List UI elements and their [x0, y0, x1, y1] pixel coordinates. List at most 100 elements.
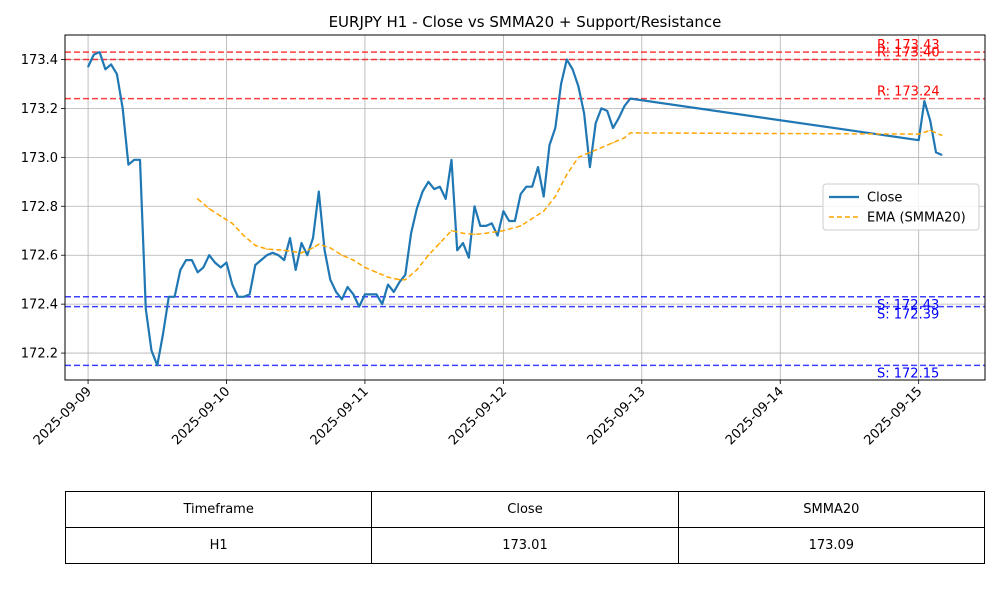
smma20-point: [623, 137, 626, 139]
close-point: [917, 139, 920, 141]
close-point: [566, 58, 568, 61]
header-close: Close: [371, 491, 679, 528]
close-point: [168, 296, 170, 298]
close-point: [289, 237, 291, 239]
smma20-point: [542, 210, 545, 212]
close-point: [231, 283, 234, 286]
close-point: [606, 110, 608, 112]
header-smma20: SMMA20: [677, 491, 986, 528]
y-tick-label: 172.8: [21, 200, 58, 215]
close-point: [514, 220, 516, 222]
close-point: [404, 274, 407, 276]
close-point: [266, 254, 268, 256]
x-tick-label: 2025-09-10: [169, 384, 233, 448]
close-point: [156, 364, 159, 367]
smma20-point: [629, 132, 632, 134]
close-point: [577, 85, 580, 88]
smma20-line: [197, 129, 942, 281]
smma20-point: [312, 247, 314, 249]
close-point: [300, 242, 303, 244]
smma20-point: [485, 232, 487, 234]
close-point: [600, 107, 603, 110]
smma20-point: [502, 229, 505, 232]
close-point: [612, 127, 614, 129]
close-point: [439, 185, 441, 188]
smma20-point: [566, 173, 568, 176]
close-point: [243, 296, 245, 298]
close-point: [162, 332, 164, 335]
close-point: [323, 249, 326, 252]
close-point: [335, 291, 337, 293]
y-tick-label: 172.2: [21, 347, 58, 362]
chart: R: 173.43R: 173.40R: 173.24S: 172.43S: 1…: [21, 13, 986, 448]
close-point: [312, 237, 314, 239]
smma20-point: [243, 234, 245, 237]
close-point: [358, 305, 361, 308]
close-point: [173, 296, 176, 298]
series-close: [87, 51, 943, 367]
close-point: [93, 53, 95, 56]
x-tick-label: 2025-09-12: [446, 384, 510, 448]
smma20-point: [577, 156, 580, 159]
close-point: [375, 293, 378, 296]
close-point: [369, 293, 372, 296]
close-point: [617, 117, 620, 119]
close-point: [542, 195, 545, 198]
close-point: [427, 181, 430, 183]
smma20-point: [427, 254, 430, 256]
x-tick-label: 2025-09-11: [308, 384, 372, 448]
close-point: [98, 51, 101, 53]
close-point: [346, 286, 349, 288]
close-point: [329, 278, 332, 281]
y-tick-label: 173.4: [21, 53, 58, 68]
smma20-point: [450, 229, 453, 232]
smma20-point: [600, 146, 603, 149]
close-point: [416, 207, 418, 210]
close-point: [923, 100, 926, 102]
smma20-point: [554, 195, 557, 198]
close-point: [594, 122, 597, 124]
smma20-point: [300, 252, 303, 254]
close-point: [116, 73, 118, 75]
legend-smma-label: EMA (SMMA20): [867, 211, 966, 226]
close-point: [508, 220, 510, 222]
close-point: [433, 188, 436, 190]
close-point: [145, 308, 147, 310]
close-point: [381, 303, 384, 305]
smma20-point: [531, 217, 533, 220]
close-point: [208, 254, 210, 256]
legend-frame: [822, 183, 980, 231]
smma20-point: [462, 232, 464, 234]
y-tick-label: 173.2: [21, 102, 58, 117]
smma20-point: [387, 276, 389, 279]
close-point: [468, 256, 470, 259]
smma20-point: [439, 242, 441, 244]
smma20-point: [318, 243, 320, 245]
x-tick-label: 2025-09-15: [861, 384, 925, 448]
close-point: [393, 291, 395, 293]
smma20-point: [404, 278, 407, 281]
resistance-label: R: 173.24: [877, 85, 940, 100]
close-point: [571, 68, 574, 71]
close-point: [127, 163, 130, 166]
close-point: [277, 254, 280, 256]
close-point: [121, 107, 124, 110]
y-tick-label: 172.4: [21, 298, 58, 313]
y-tick-label: 172.6: [21, 249, 58, 264]
close-point: [491, 222, 493, 225]
close-point: [110, 63, 112, 66]
close-line: [87, 51, 943, 367]
close-point: [410, 232, 412, 234]
close-point: [104, 68, 107, 71]
close-point: [260, 259, 262, 261]
legend-close-label: Close: [867, 191, 902, 206]
close-point: [248, 293, 251, 296]
smma20-point: [208, 207, 210, 210]
close-point: [271, 252, 274, 254]
close-point: [554, 127, 557, 129]
series-smma20: [196, 129, 943, 281]
close-point: [306, 254, 309, 256]
y-tick-label: 173.0: [21, 151, 58, 166]
close-point: [196, 271, 199, 274]
close-point: [352, 293, 355, 296]
